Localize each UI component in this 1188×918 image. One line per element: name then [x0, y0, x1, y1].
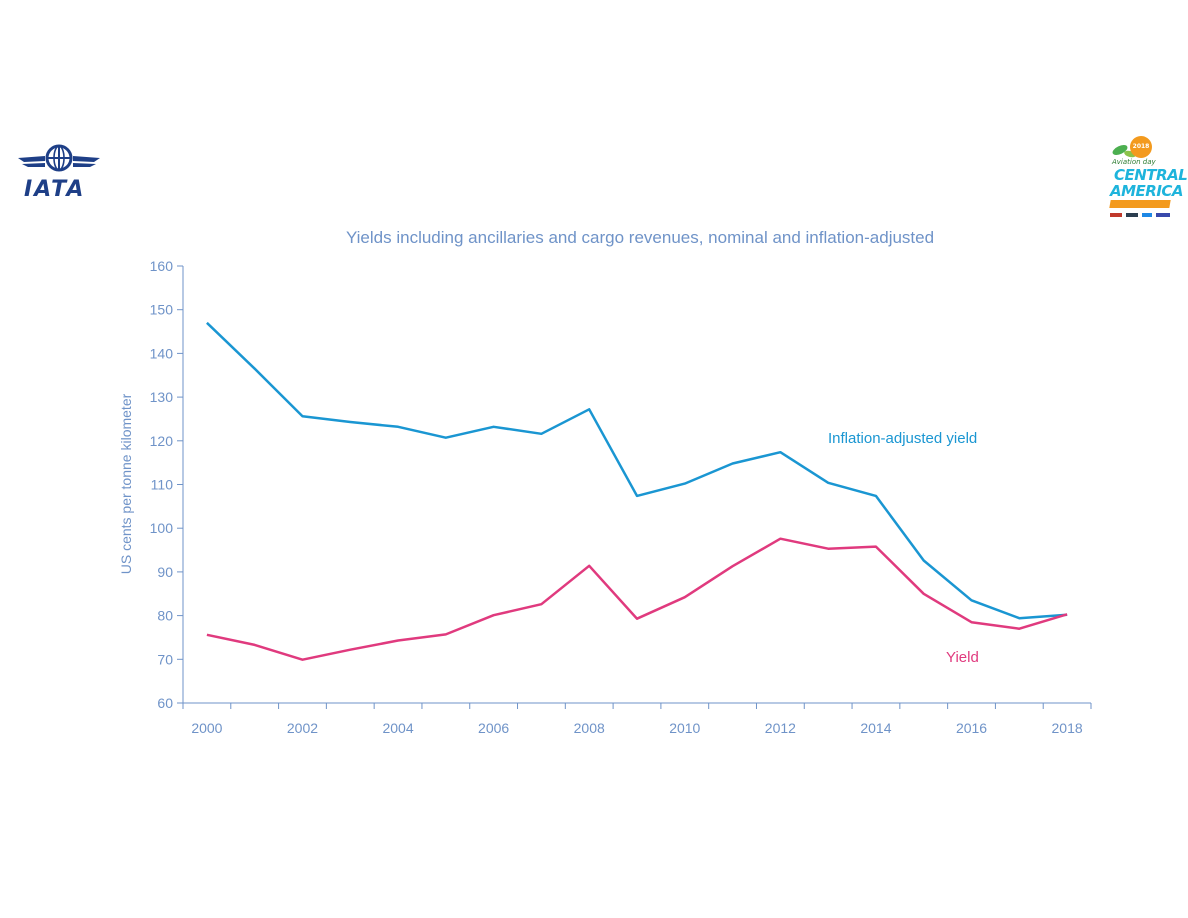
- x-tick-label: 2002: [287, 720, 318, 736]
- y-tick-label: 60: [157, 695, 173, 711]
- iata-logo-text: IATA: [24, 177, 86, 202]
- x-tick-label: 2004: [382, 720, 413, 736]
- iata-logo: IATA: [14, 144, 104, 204]
- x-tick-label: 2010: [669, 720, 700, 736]
- y-tick-label: 90: [157, 564, 173, 580]
- y-tick-label: 100: [150, 520, 174, 536]
- y-tick-label: 160: [150, 258, 174, 274]
- inflation-adjusted-yield-line: [206, 321, 1068, 620]
- yield-line: [206, 537, 1068, 661]
- y-tick-label: 140: [150, 345, 174, 361]
- y-tick-label: 110: [151, 477, 174, 493]
- x-tick-label: 2018: [1052, 720, 1083, 736]
- sponsor-logos-icon: [1110, 213, 1170, 217]
- x-tick-label: 2006: [478, 720, 509, 736]
- y-tick-label: 150: [150, 302, 174, 318]
- logo-tagline: Aviation day: [1112, 158, 1156, 166]
- series-lines: [206, 321, 1068, 661]
- y-tick-label: 130: [150, 389, 174, 405]
- series-label-inflation-adjusted: Inflation-adjusted yield: [828, 430, 977, 447]
- series-labels: Inflation-adjusted yield Yield: [828, 430, 979, 666]
- x-tick-label: 2000: [191, 720, 222, 736]
- y-axis-title: US cents per tonne kilometer: [118, 393, 134, 574]
- x-tick-label: 2012: [765, 720, 796, 736]
- chart-title: Yields including ancillaries and cargo r…: [345, 228, 935, 247]
- y-tick-label: 80: [157, 608, 173, 624]
- x-tick-label: 2008: [574, 720, 605, 736]
- y-axis-ticks: 60 70 80 90 100 110 120 130 140 150 160: [150, 258, 183, 711]
- aviation-day-central-america-logo: 2018 Aviation day CENTRAL AMERICA: [1104, 134, 1188, 226]
- logo-central: CENTRAL: [1114, 166, 1188, 184]
- x-tick-label: 2016: [956, 720, 987, 736]
- y-tick-label: 70: [157, 651, 173, 667]
- y-tick-label: 120: [150, 433, 174, 449]
- x-tick-label: 2014: [860, 720, 891, 736]
- series-label-yield: Yield: [946, 649, 979, 666]
- year-badge: 2018: [1130, 136, 1152, 158]
- logo-america: AMERICA: [1110, 182, 1184, 200]
- iata-globe-wings-icon: [18, 144, 100, 172]
- chart-axes: [182, 266, 1091, 704]
- x-axis-ticks: 2000 2002 2004 2006 2008 2010 2012 2014 2016 2018: [182, 703, 1092, 736]
